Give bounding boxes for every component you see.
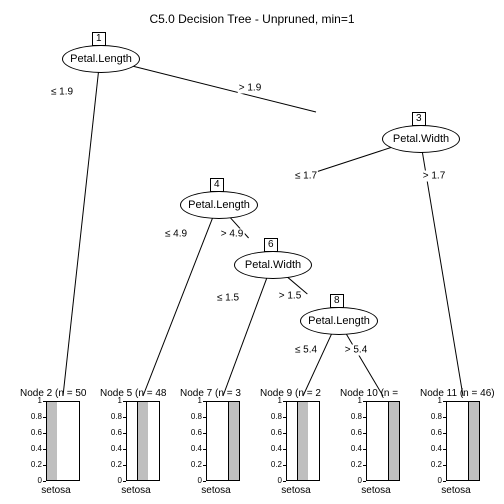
leaf-node: Node 10 (n = 10.80.60.40.20 setosa [338, 388, 414, 496]
decision-tree-diagram: C5.0 Decision Tree - Unpruned, min=1 1Pe… [0, 0, 504, 504]
leaf-panels: Node 2 (n = 5010.80.60.40.20setosaNode 5… [0, 384, 504, 504]
node-ellipse: Petal.Width [382, 125, 460, 153]
leaf-barplot: 10.80.60.40.20 [338, 401, 414, 481]
node-ellipse: Petal.Length [180, 191, 258, 219]
leaf-x-label: setosa [418, 485, 494, 496]
leaf-header: Node 9 (n = 2 [258, 388, 334, 399]
leaf-y-axis: 10.80.60.40.20 [98, 401, 126, 481]
leaf-barplot: 10.80.60.40.20 [178, 401, 254, 481]
leaf-bars [366, 401, 400, 481]
split-node-1: Petal.Length [62, 45, 140, 73]
leaf-bars [446, 401, 480, 481]
leaf-x-label: setosa [18, 485, 94, 496]
leaf-y-axis: 10.80.60.40.20 [178, 401, 206, 481]
edge-label: ≤ 1.7 [294, 171, 318, 182]
leaf-header: Node 7 (n = 3 [178, 388, 254, 399]
leaf-header: Node 10 (n = [338, 388, 414, 399]
leaf-node: Node 7 (n = 3 10.80.60.40.20 setosa [178, 388, 254, 496]
node-id-box: 3 [412, 112, 426, 126]
edge-label: ≤ 5.4 [294, 345, 318, 356]
edge-label: > 1.7 [422, 171, 447, 182]
node-id-box: 6 [264, 238, 278, 252]
split-node-8: Petal.Length [300, 307, 378, 335]
leaf-barplot: 10.80.60.40.20 [98, 401, 174, 481]
bar [137, 402, 148, 480]
leaf-bars [206, 401, 240, 481]
edge-label: > 1.9 [238, 83, 263, 94]
leaf-node: Node 5 (n = 48 10.80.60.40.20 setosa [98, 388, 174, 496]
leaf-x-label: setosa [258, 485, 334, 496]
edge-label: ≤ 4.9 [164, 229, 188, 240]
leaf-y-axis: 10.80.60.40.20 [18, 401, 46, 481]
leaf-y-axis: 10.80.60.40.20 [338, 401, 366, 481]
bar [228, 402, 239, 480]
leaf-header: Node 5 (n = 48 [98, 388, 174, 399]
node-id-box: 8 [330, 294, 344, 308]
edge-label: > 5.4 [344, 345, 369, 356]
leaf-barplot: 10.80.60.40.20 [258, 401, 334, 481]
split-node-4: Petal.Length [180, 191, 258, 219]
leaf-x-label: setosa [178, 485, 254, 496]
bar [388, 402, 399, 480]
leaf-barplot: 10.80.60.40.20 [18, 401, 94, 481]
edge-label: > 1.5 [278, 291, 303, 302]
leaf-y-axis: 10.80.60.40.20 [418, 401, 446, 481]
leaf-node: Node 2 (n = 50 10.80.60.40.20 setosa [18, 388, 94, 496]
bar [47, 402, 57, 480]
node-ellipse: Petal.Length [62, 45, 140, 73]
leaf-header: Node 11 (n = 46) [418, 388, 494, 399]
leaf-bars [46, 401, 80, 481]
bar [297, 402, 308, 480]
split-node-3: Petal.Width [382, 125, 460, 153]
leaf-bars [126, 401, 160, 481]
bar [468, 402, 479, 480]
leaf-node: Node 11 (n = 46) 10.80.60.40.20 setosa [418, 388, 494, 496]
leaf-bars [286, 401, 320, 481]
leaf-barplot: 10.80.60.40.20 [418, 401, 494, 481]
edge-label: ≤ 1.9 [50, 87, 74, 98]
leaf-x-label: setosa [98, 485, 174, 496]
node-id-box: 1 [92, 32, 106, 46]
node-ellipse: Petal.Length [300, 307, 378, 335]
edge-label: > 4.9 [220, 229, 245, 240]
node-id-box: 4 [210, 178, 224, 192]
leaf-header: Node 2 (n = 50 [18, 388, 94, 399]
split-node-6: Petal.Width [234, 251, 312, 279]
leaf-x-label: setosa [338, 485, 414, 496]
leaf-y-axis: 10.80.60.40.20 [258, 401, 286, 481]
edge-label: ≤ 1.5 [216, 293, 240, 304]
leaf-node: Node 9 (n = 2 10.80.60.40.20 setosa [258, 388, 334, 496]
node-ellipse: Petal.Width [234, 251, 312, 279]
